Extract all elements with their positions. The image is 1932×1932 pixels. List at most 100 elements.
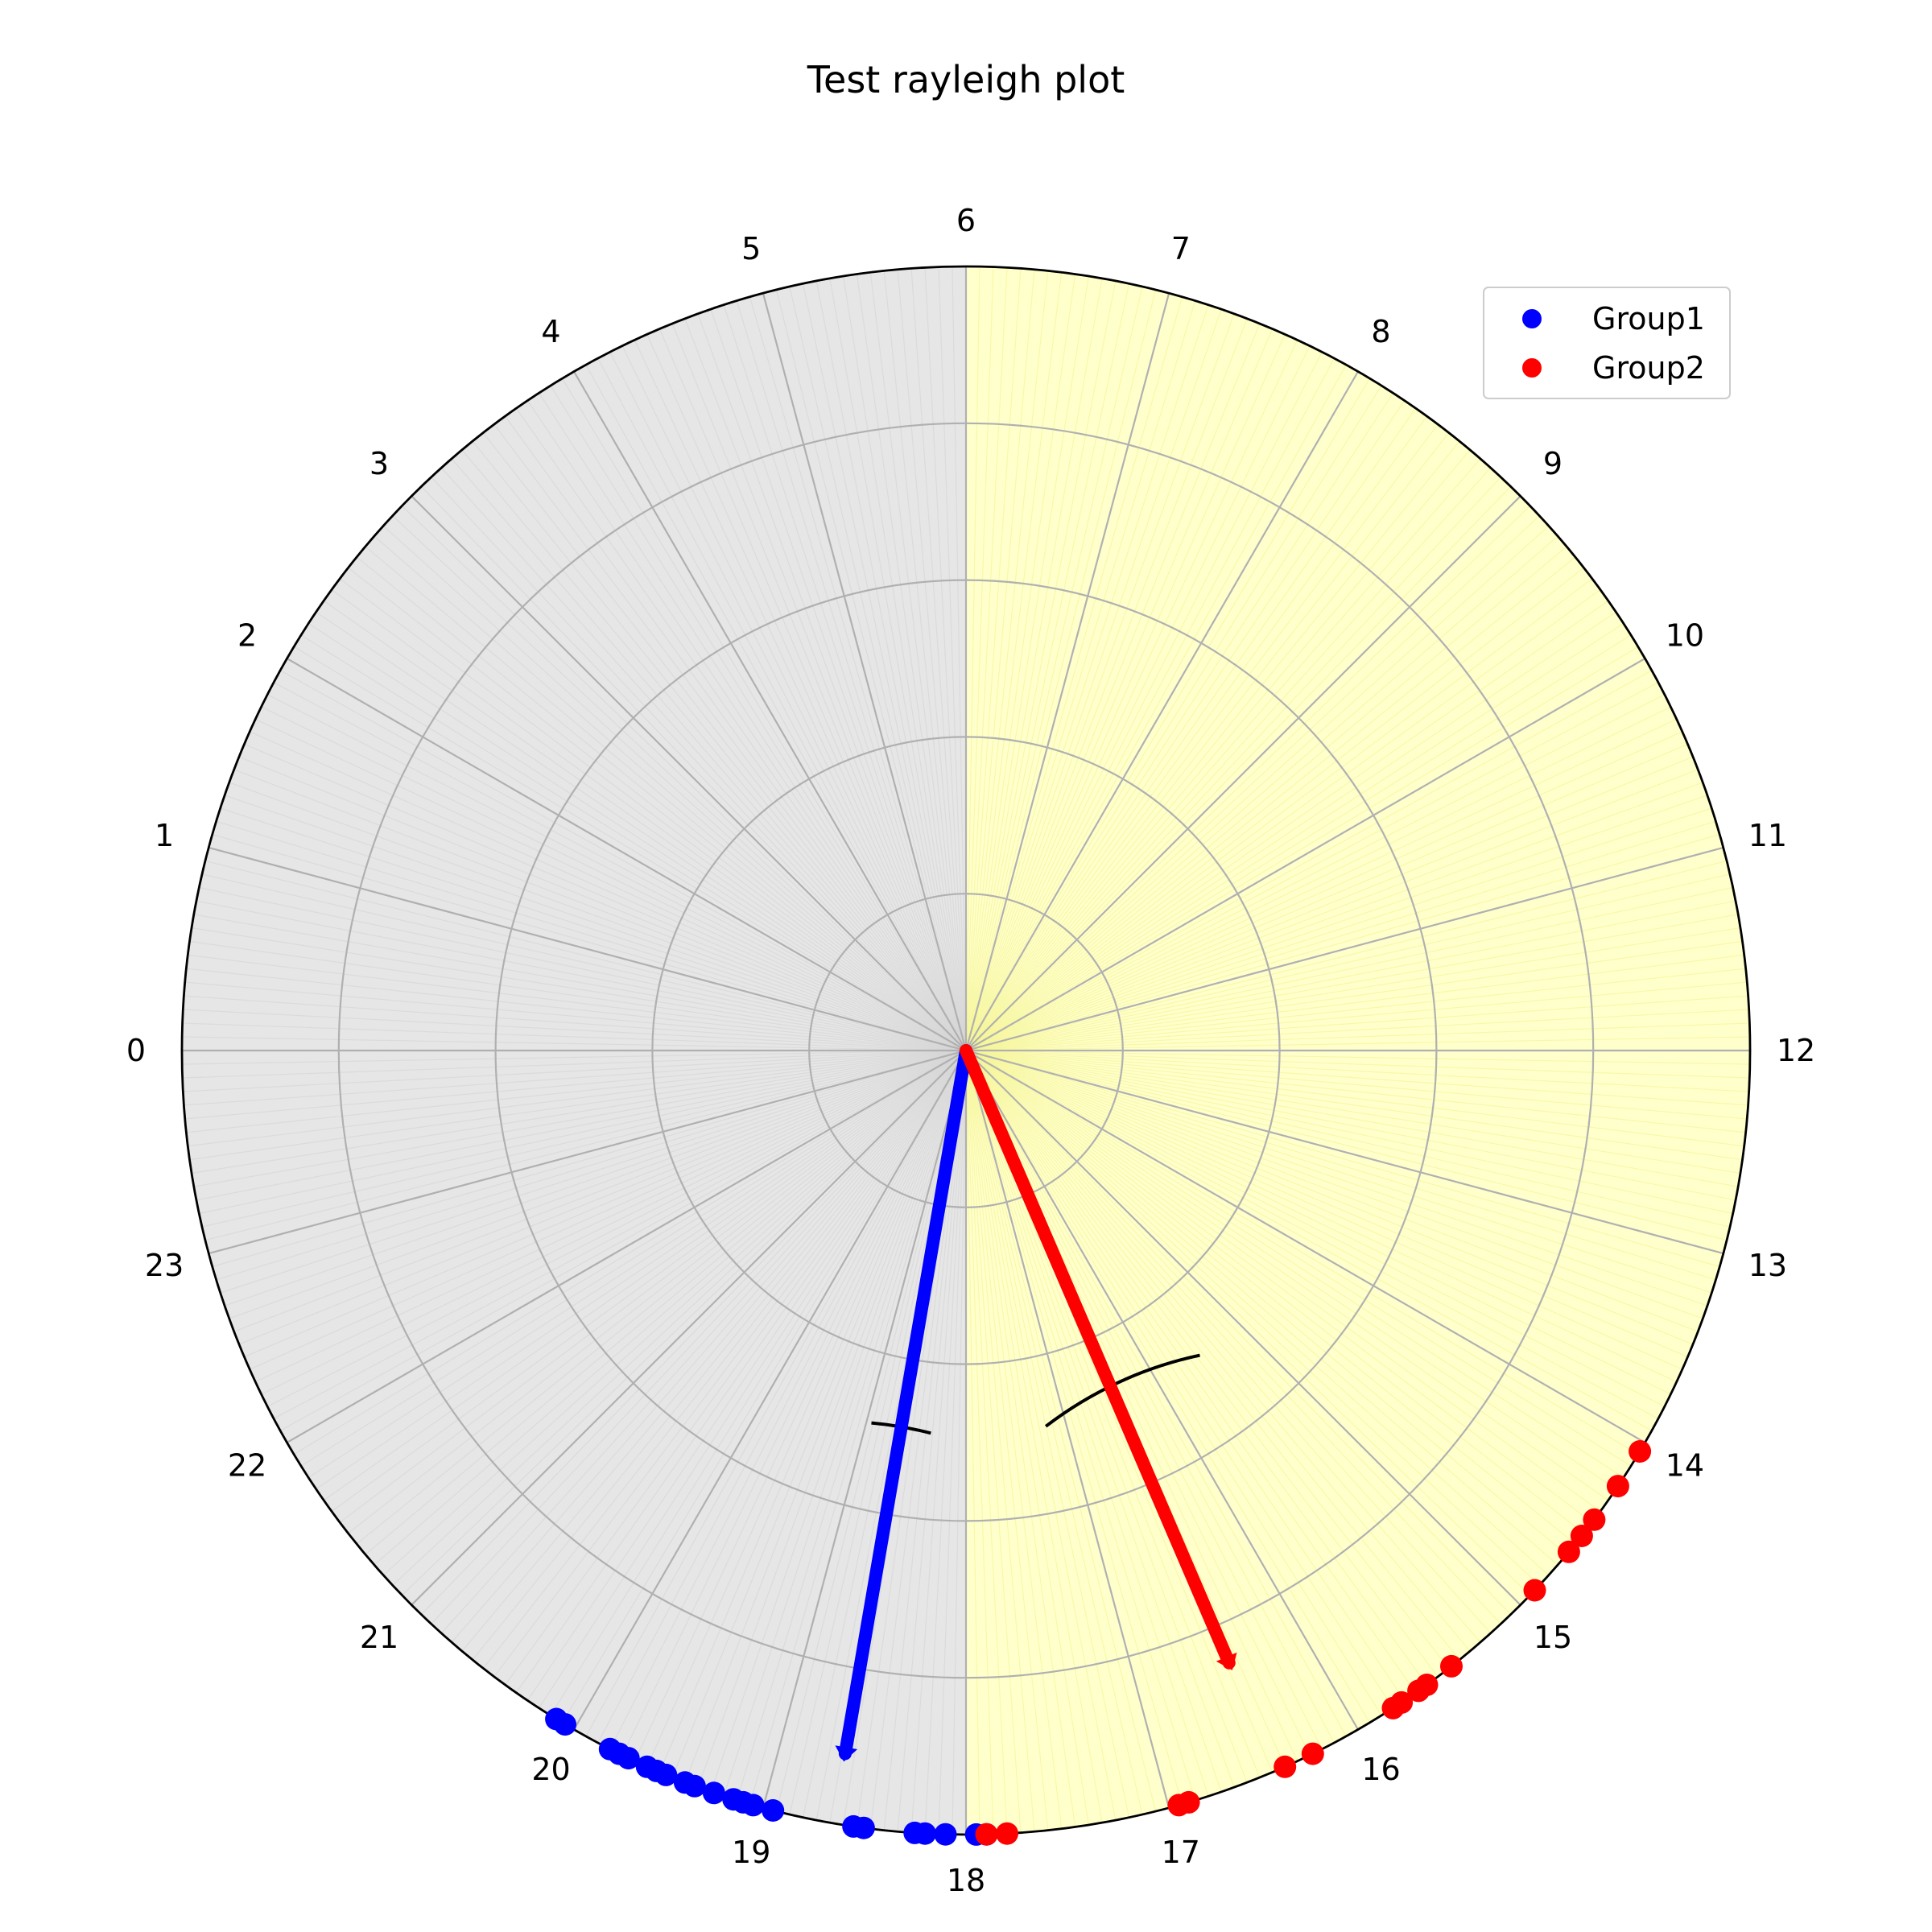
shading-hatch-line [965,318,1248,1051]
angular-gridline [411,1050,967,1606]
shading-hatch-line [924,1050,967,1834]
shading-hatch-line [815,280,967,1051]
shading-hatch-line [279,1050,967,1431]
shading-hatch-line [316,611,967,1051]
angular-tick-label: 10 [1666,618,1704,654]
shading-hatch-line [658,1050,967,1773]
angular-gridline [573,1050,967,1731]
shading-hatch-line [965,914,1739,1051]
shading-hatch-line [374,1050,967,1566]
shading-hatch-line [965,1050,1733,1215]
data-point-group1 [673,1771,696,1794]
shading-hatch-line [249,731,967,1051]
shading-hatch-line [965,1050,1624,1479]
shading-hatch-line [910,1050,967,1833]
angular-tick-label: 2 [237,618,257,654]
shading-hatch-line [965,1050,1550,1576]
background-shading [182,266,1750,1835]
shading-hatch-line [965,449,1471,1051]
data-point-group2 [1583,1508,1606,1531]
shading-hatch-line [965,1009,1749,1051]
shading-hatch-line [505,1050,967,1686]
shading-hatch-line [965,1050,1558,1566]
angular-tick-label: 7 [1171,231,1191,266]
shading-hatch-line [965,940,1743,1051]
shading-hatch-line [188,1050,967,1147]
shading-hatch-line [965,694,1666,1051]
shading-hatch-line [382,1050,967,1576]
angular-tick-label: 22 [228,1448,266,1484]
shading-hatch-line [965,364,1347,1051]
shading-hatch-line [515,407,967,1051]
shading-hatch-line [561,378,967,1051]
shading-hatch-line [965,535,1558,1051]
legend-marker-group2 [1522,358,1542,378]
shading-hatch-line [420,485,967,1051]
shading-hatch-line [550,1050,967,1716]
shading-hatch-line [965,432,1450,1051]
shading-hatch-line [965,415,1427,1051]
shading-hatch-line [308,622,967,1051]
shading-hatch-line [965,1050,1748,1120]
shading-hatch-line [965,769,1699,1051]
shading-hatch-line [965,1050,1703,1319]
shading-hatch-line [965,333,1286,1051]
data-point-group2 [1557,1540,1580,1563]
legend-label-group1: Group1 [1592,301,1705,336]
shading-hatch-line [339,1050,967,1523]
shading-hatch-line [331,1050,967,1512]
shading-hatch-line [965,458,1481,1051]
shading-hatch-line [182,1022,967,1051]
shading-hatch-line [316,1050,967,1490]
angular-gridline [965,1050,1646,1443]
shading-hatch-line [710,1050,967,1793]
shading-hatch-line [965,1050,1117,1821]
shading-hatch-line [965,1050,1666,1407]
angular-gridline [965,1050,1521,1606]
shading-hatch-line [910,268,967,1051]
shading-hatch-line [244,743,967,1051]
shading-hatch-line [183,1050,967,1092]
data-point-group2 [996,1822,1018,1845]
shading-hatch-line [965,567,1584,1051]
angular-gridline [965,1050,1359,1731]
shading-hatch-line [965,1050,1008,1834]
angular-gridline [965,846,1724,1052]
shading-hatch-line [965,1050,1235,1788]
shading-hatch-line [965,328,1274,1051]
shading-hatch-line [965,467,1492,1051]
shading-hatch-line [965,807,1712,1051]
angular-gridline [286,1050,967,1443]
shading-hatch-line [965,954,1744,1051]
shading-hatch-line [451,1050,967,1643]
shading-hatch-line [736,1050,967,1801]
angular-tick-label: 13 [1748,1248,1787,1283]
shading-hatch-line [184,981,967,1051]
shading-hatch-line [965,1050,1688,1358]
shading-hatch-line [224,795,967,1051]
shading-hatch-line [965,1050,1439,1678]
data-point-group1 [702,1781,725,1805]
shading-hatch-line [789,1050,967,1815]
shading-hatch-line [965,1022,1750,1051]
shading-hatch-line [952,1050,967,1835]
shading-hatch-line [965,873,1731,1051]
shading-hatch-line [965,981,1748,1051]
shading-hatch-line [965,1050,1739,1187]
shading-hatch-line [965,1050,1699,1332]
angular-tick-label: 18 [947,1863,985,1898]
shading-hatch-line [736,300,967,1051]
shading-hatch-line [965,1050,1183,1805]
shading-hatch-line [965,1050,1143,1815]
shading-hatch-line [382,525,967,1051]
shading-hatch-line [339,578,967,1051]
shading-hatch-line [609,1050,967,1750]
shading-hatch-line [183,1009,967,1051]
mean-vectors [835,1044,1237,1762]
shading-hatch-line [505,415,967,1051]
shading-hatch-line [300,634,967,1051]
shading-hatch-line [965,1050,1022,1833]
angular-tick-label: 3 [369,446,389,481]
shading-hatch-line [965,313,1235,1051]
